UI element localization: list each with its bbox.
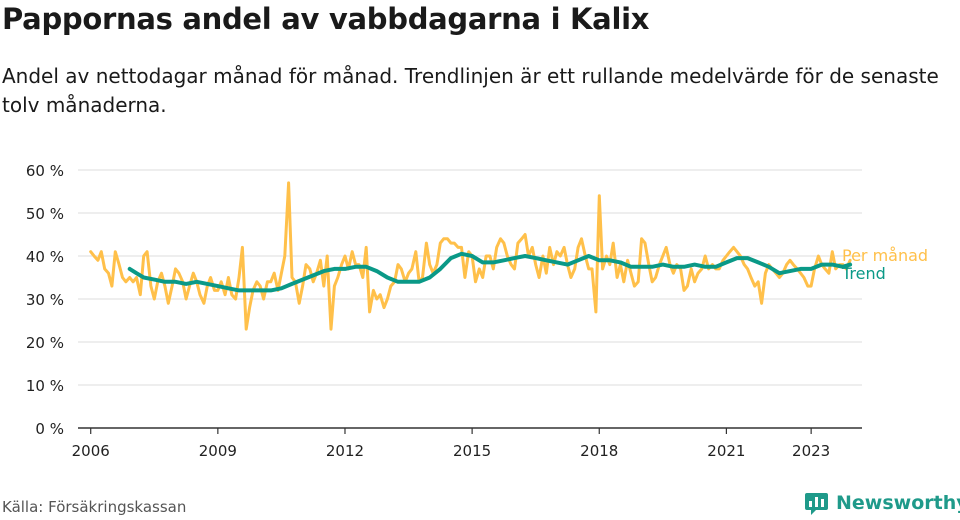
y-tick-label: 0 % bbox=[35, 420, 64, 438]
x-tick-label: 2009 bbox=[199, 442, 237, 460]
y-tick-label: 30 % bbox=[26, 291, 64, 309]
y-tick-label: 20 % bbox=[26, 334, 64, 352]
x-tick-label: 2021 bbox=[707, 442, 745, 460]
series-line bbox=[127, 251, 853, 293]
chart-subtitle: Andel av nettodagar månad för månad. Tre… bbox=[2, 64, 939, 117]
source-note: Källa: Försäkringskassan bbox=[2, 498, 187, 516]
series-lines bbox=[89, 181, 853, 331]
x-tick-label: 2012 bbox=[326, 442, 364, 460]
brand-name: Newsworthy bbox=[836, 492, 960, 514]
y-axis-ticks: 0 % 10 % 20 % 30 % 40 % 50 % 60 % bbox=[26, 162, 64, 438]
x-tick-label: 2018 bbox=[580, 442, 618, 460]
newsworthy-icon bbox=[805, 492, 828, 515]
y-tick-label: 50 % bbox=[26, 205, 64, 223]
x-tick-label: 2023 bbox=[792, 442, 830, 460]
x-tick-label: 2006 bbox=[72, 442, 110, 460]
grid-lines bbox=[78, 169, 862, 429]
y-tick-label: 40 % bbox=[26, 248, 64, 266]
brand-logo: Newsworthy bbox=[804, 489, 960, 517]
x-tick-label: 2015 bbox=[453, 442, 491, 460]
page-title: Pappornas andel av vabbdagarna i Kalix bbox=[2, 2, 650, 36]
series-label: Per månad bbox=[842, 246, 928, 265]
x-axis-ticks: 2006 2009 2012 2015 2018 2021 2023 bbox=[72, 428, 830, 460]
y-tick-label: 60 % bbox=[26, 162, 64, 180]
y-tick-label: 10 % bbox=[26, 377, 64, 395]
series-label: Trend bbox=[841, 264, 886, 283]
